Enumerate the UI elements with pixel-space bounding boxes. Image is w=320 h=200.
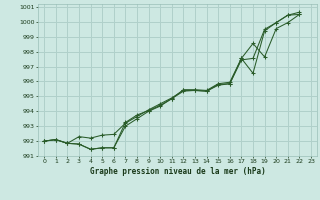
X-axis label: Graphe pression niveau de la mer (hPa): Graphe pression niveau de la mer (hPa): [90, 167, 266, 176]
